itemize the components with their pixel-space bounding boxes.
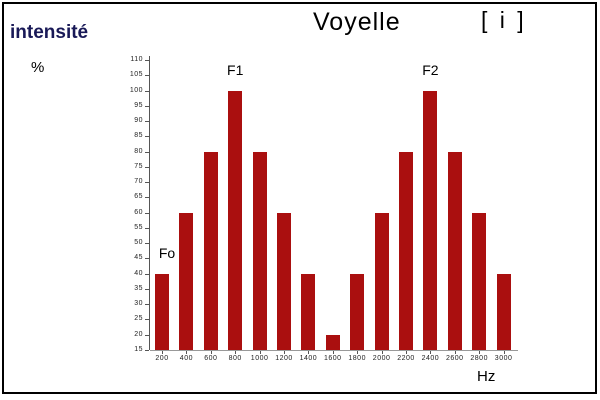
y-axis-tick: [145, 243, 149, 245]
y-axis-tick: [145, 60, 149, 61]
y-axis-tick-label: 55: [134, 223, 143, 231]
x-axis-tick: [406, 351, 407, 354]
y-axis-line: [149, 56, 150, 350]
y-axis-tick-label: 15: [134, 346, 143, 353]
x-axis-tick: [430, 351, 432, 354]
y-axis-tick: [145, 105, 149, 107]
x-axis-tick-label: 400: [179, 355, 193, 362]
y-axis-unit-label: %: [31, 59, 45, 76]
y-axis-tick: [145, 197, 149, 199]
y-axis-tick-label: 30: [134, 300, 143, 308]
x-axis-tick-label: 2200: [397, 355, 415, 362]
x-axis-tick-label: 2600: [446, 355, 464, 362]
annotation-f2: F2: [422, 61, 439, 78]
bar-2200: [399, 151, 413, 350]
x-axis-tick: [479, 351, 481, 354]
y-axis-tick: [145, 166, 149, 168]
y-axis-tick-label: 20: [134, 330, 143, 338]
bar-1800: [350, 273, 365, 350]
y-axis-tick: [145, 212, 149, 214]
x-axis-tick-label: 1600: [324, 355, 342, 362]
x-axis-tick-label: 1200: [275, 355, 293, 362]
y-axis-tick-label: 70: [134, 178, 143, 186]
x-axis-tick-label: 200: [155, 355, 169, 362]
x-axis-tick: [308, 351, 310, 354]
y-axis-tick-label: 80: [134, 147, 143, 155]
y-axis-tick: [145, 319, 149, 321]
bar-3000: [496, 273, 511, 350]
x-axis-tick: [357, 351, 359, 354]
bar-600: [203, 151, 218, 350]
bar-2400: [423, 90, 438, 350]
x-axis-tick: [503, 351, 505, 354]
x-axis-tick: [259, 351, 261, 354]
y-axis-tick: [145, 334, 149, 336]
x-axis-tick: [162, 351, 163, 354]
y-axis-tick-label: 60: [134, 208, 143, 216]
y-axis-tick: [145, 182, 149, 184]
x-axis-tick: [235, 351, 237, 354]
phoneme-label: [ i ]: [481, 7, 527, 33]
y-axis-tick: [145, 75, 149, 77]
y-axis-title: intensité: [10, 22, 89, 43]
x-axis-tick-label: 2000: [372, 355, 391, 362]
y-axis-tick: [145, 258, 149, 260]
y-axis-tick-label: 95: [134, 101, 143, 109]
y-axis-tick: [145, 273, 149, 275]
bar-400: [179, 212, 194, 350]
bar-1000: [252, 151, 267, 350]
x-axis-tick-label: 1800: [348, 355, 366, 362]
x-axis-tick-label: 3000: [494, 355, 513, 362]
x-axis-tick-label: 2400: [421, 355, 440, 362]
y-axis-tick-label: 45: [134, 254, 143, 262]
bar-1400: [301, 273, 316, 350]
x-axis-tick: [454, 351, 456, 354]
chart-title: Voyelle: [313, 8, 401, 36]
bar-1200: [277, 212, 291, 350]
y-axis-tick: [145, 151, 149, 153]
x-axis-tick-label: 2800: [470, 355, 488, 362]
x-axis-line: [150, 350, 518, 351]
y-axis-tick: [145, 350, 149, 351]
y-axis-tick-label: 90: [134, 117, 143, 125]
x-axis-tick: [186, 351, 188, 354]
bar-2800: [472, 212, 487, 350]
y-axis-tick: [145, 136, 149, 138]
y-axis-tick-label: 40: [134, 269, 143, 277]
x-axis-tick-label: 800: [228, 355, 242, 362]
y-axis-tick-label: 65: [134, 193, 143, 201]
y-axis-tick: [145, 227, 149, 229]
bar-200: [155, 273, 169, 350]
y-axis-tick-label: 105: [129, 71, 143, 79]
bar-2600: [447, 151, 462, 350]
annotation-f1: F1: [227, 61, 244, 78]
y-axis-tick-label: 75: [134, 162, 143, 170]
y-axis-tick-label: 100: [129, 86, 143, 94]
y-axis-tick: [145, 90, 149, 92]
bar-1600: [325, 334, 340, 350]
annotation-fo: Fo: [158, 244, 176, 261]
y-axis-tick: [145, 121, 149, 123]
x-axis-unit-label: Hz: [477, 368, 496, 385]
x-axis-tick-label: 1400: [299, 355, 318, 362]
x-axis-tick: [284, 351, 285, 354]
x-axis-tick: [332, 351, 334, 354]
x-axis-tick-label: 600: [204, 355, 218, 362]
y-axis-tick-label: 85: [134, 132, 143, 140]
y-axis-tick: [145, 288, 149, 290]
y-axis-tick: [145, 304, 149, 306]
y-axis-tick-label: 25: [134, 315, 143, 323]
x-axis-tick: [210, 351, 212, 354]
x-axis-tick-label: 1000: [250, 355, 269, 362]
bar-800: [228, 90, 243, 350]
y-axis-tick-label: 110: [130, 56, 143, 63]
x-axis-tick: [381, 351, 383, 354]
y-axis-tick-label: 50: [134, 239, 143, 247]
y-axis-tick-label: 35: [134, 284, 143, 292]
bar-2000: [374, 212, 389, 350]
